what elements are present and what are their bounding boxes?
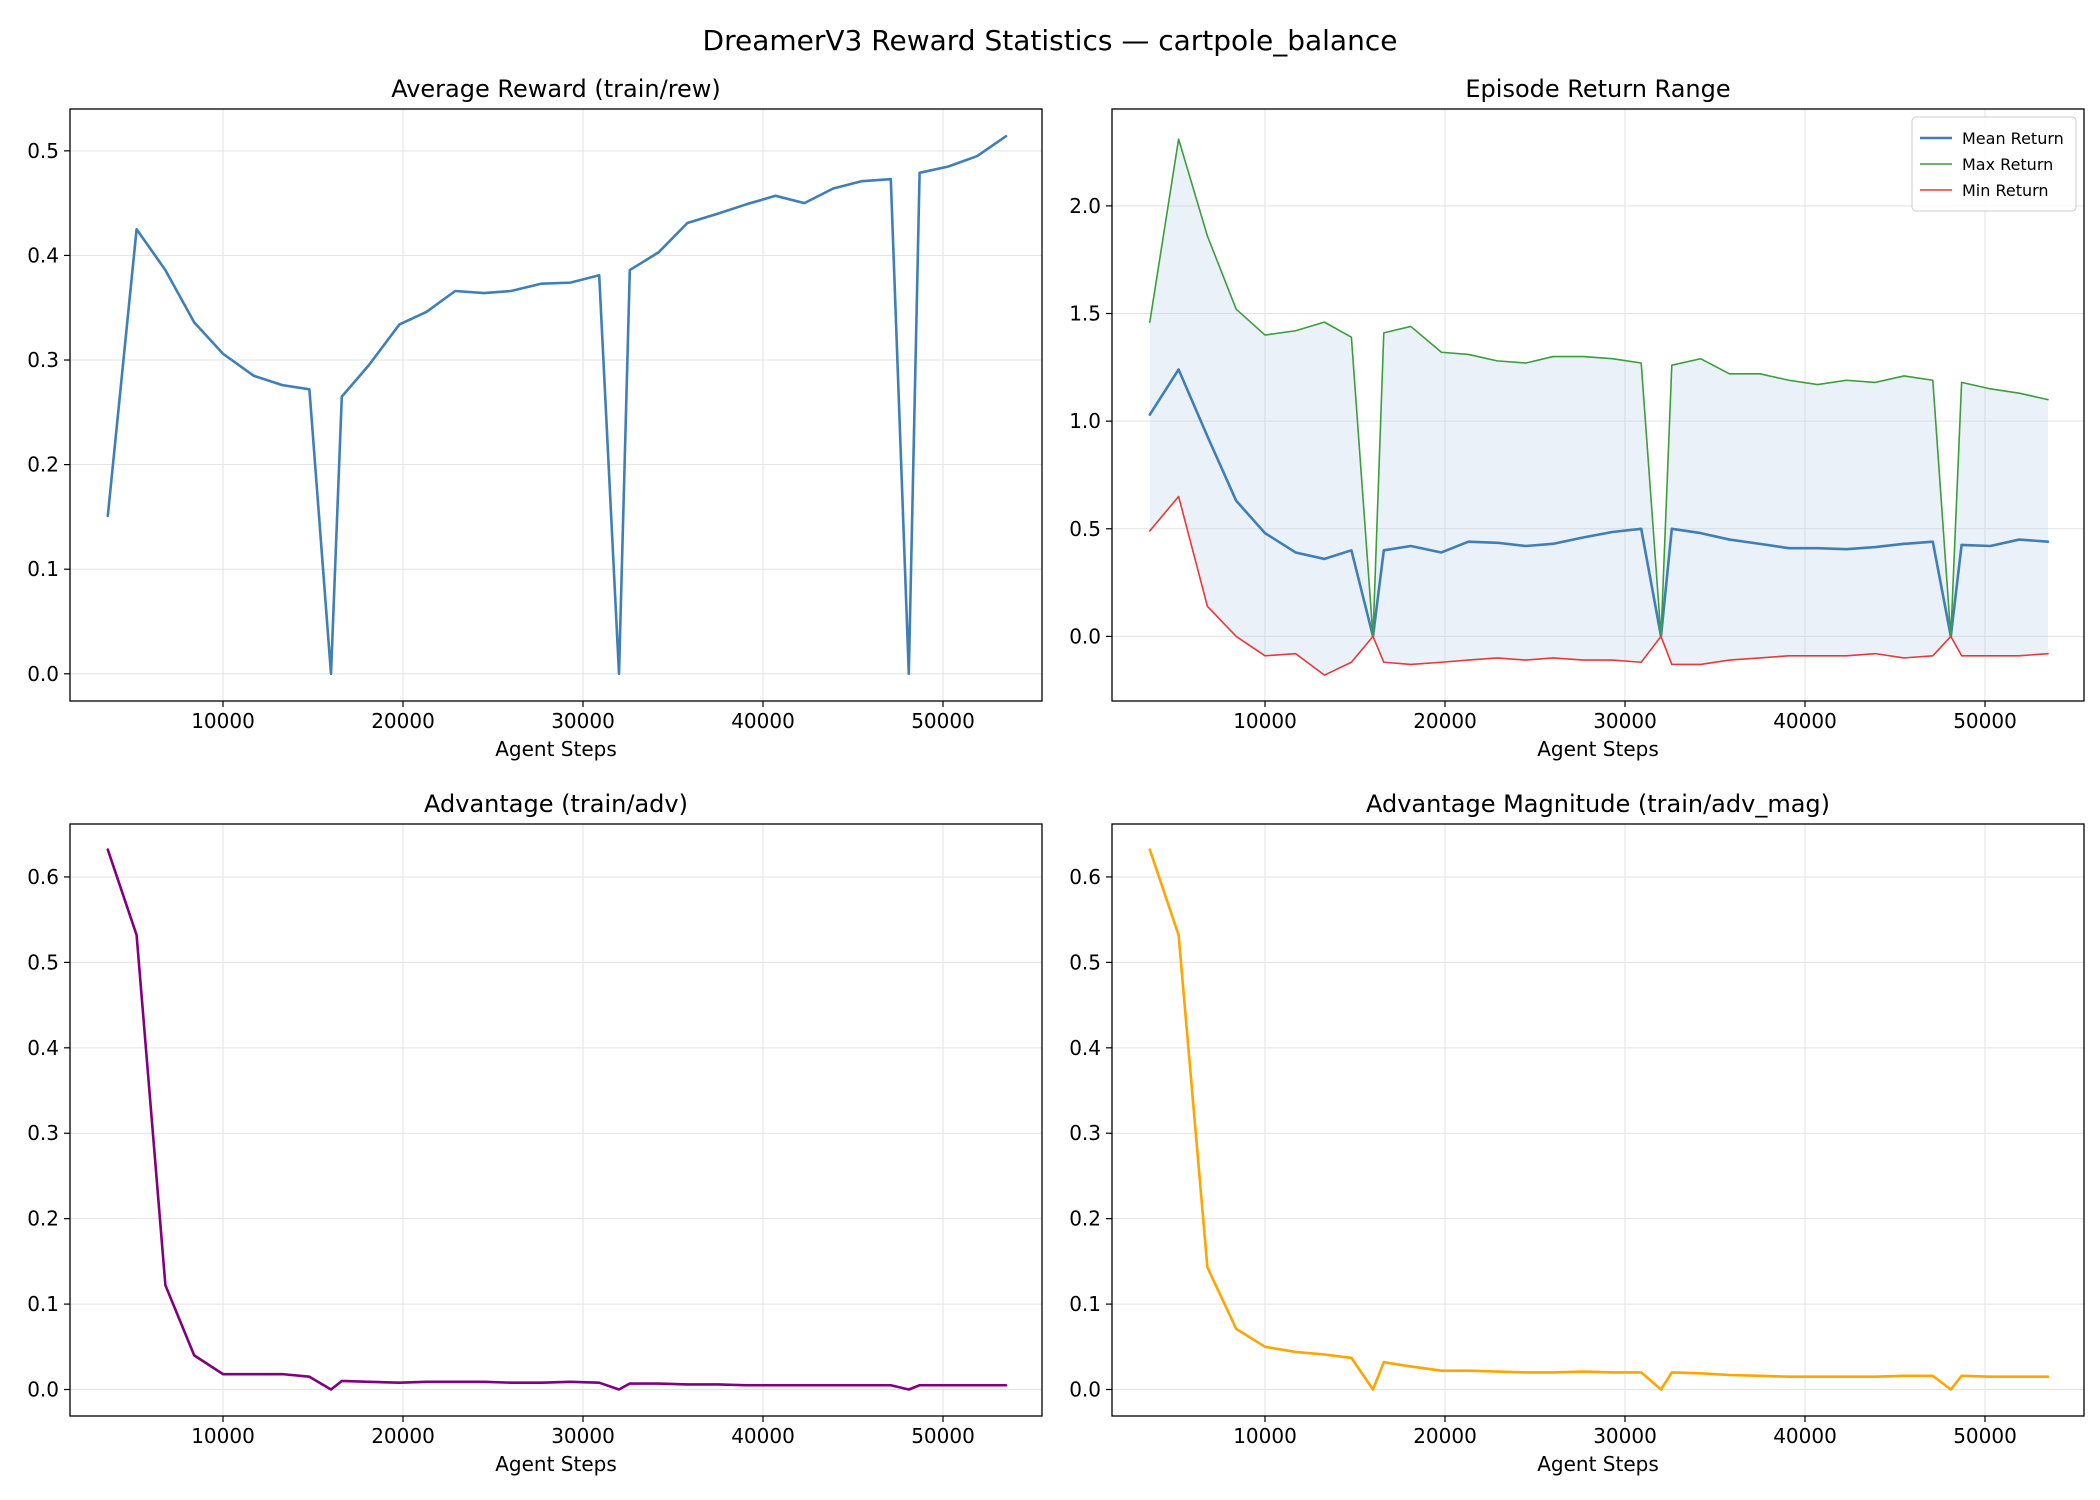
x-tick-label: 30000: [551, 1424, 615, 1448]
grid-lines: [70, 109, 1042, 701]
y-tick-label: 0.1: [1069, 1292, 1101, 1316]
y-tick-label: 0.3: [27, 348, 59, 372]
x-tick-label: 50000: [911, 1424, 975, 1448]
y-tick-label: 0.0: [1069, 624, 1101, 648]
y-tick-label: 0.0: [27, 662, 59, 686]
x-axis-label: Agent Steps: [1537, 737, 1659, 761]
series-line-series-1: [106, 848, 1008, 1391]
x-axis-label: Agent Steps: [1537, 1452, 1659, 1476]
legend: Mean Return Max Return Min Return: [1911, 116, 2077, 212]
y-tick-label: 0.2: [27, 1207, 59, 1231]
range-fill-band: [1149, 139, 2048, 676]
y-tick-label: 1.5: [1069, 302, 1101, 326]
chart-panel-4: 10000 20000 30000 40000 50000 0.0 0.1 0.2 0.3 0.4…: [1069, 790, 2085, 1476]
x-tick-label: 20000: [1413, 1424, 1477, 1448]
panels: 10000 20000 30000 40000 50000 0.0 0.1 0.2 0.3 0.4…: [27, 75, 2085, 1476]
axes-frame: [1111, 108, 2085, 702]
y-tick-label: 0.4: [27, 243, 59, 267]
chart-title: Advantage Magnitude (train/adv_mag): [1366, 790, 1830, 818]
series-line-max-return: [1149, 138, 2049, 638]
figure-suptitle: DreamerV3 Reward Statistics — cartpole_b…: [703, 24, 1398, 57]
x-tick-label: 10000: [191, 709, 255, 733]
plot-area: [106, 848, 1008, 1391]
x-tick-label: 30000: [1593, 709, 1657, 733]
y-tick-label: 0.2: [1069, 1207, 1101, 1231]
axis-ticks: 10000 20000 30000 40000 50000 0.0 0.1 0.2 0.3 0.4…: [1069, 865, 2017, 1448]
chart-panel-1: 10000 20000 30000 40000 50000 0.0 0.1 0.2 0.3 0.4…: [27, 75, 1043, 761]
x-tick-label: 40000: [731, 1424, 795, 1448]
x-tick-label: 40000: [1773, 709, 1837, 733]
x-tick-label: 50000: [1953, 1424, 2017, 1448]
axes-frame: [69, 108, 1043, 702]
x-tick-label: 10000: [1233, 709, 1297, 733]
y-tick-label: 0.4: [1069, 1036, 1101, 1060]
y-tick-label: 0.1: [27, 1292, 59, 1316]
y-tick-label: 0.5: [27, 139, 59, 163]
y-tick-label: 0.3: [27, 1121, 59, 1145]
legend-entry-label: Mean Return: [1962, 129, 2064, 148]
series-line-mean-return: [1148, 368, 2050, 638]
series-line-series-1: [1148, 848, 2050, 1391]
plot-area: [1148, 848, 2050, 1391]
axes-frame: [69, 823, 1043, 1417]
x-tick-label: 20000: [1413, 709, 1477, 733]
legend-box: [1911, 116, 2077, 212]
x-tick-label: 40000: [1773, 1424, 1837, 1448]
x-tick-label: 40000: [731, 709, 795, 733]
x-tick-label: 30000: [1593, 1424, 1657, 1448]
x-tick-label: 10000: [1233, 1424, 1297, 1448]
y-tick-label: 2.0: [1069, 194, 1101, 218]
y-tick-label: 1.0: [1069, 409, 1101, 433]
legend-entry-label: Min Return: [1962, 181, 2049, 200]
axis-ticks: 10000 20000 30000 40000 50000 0.0 0.1 0.2 0.3 0.4…: [27, 139, 975, 733]
axis-ticks: 10000 20000 30000 40000 50000 0.0 0.1 0.2 0.3 0.4…: [27, 865, 975, 1448]
grid-lines: [70, 824, 1042, 1416]
x-tick-label: 50000: [911, 709, 975, 733]
x-axis-label: Agent Steps: [495, 1452, 617, 1476]
axes-frame: [1111, 823, 2085, 1417]
x-axis-label: Agent Steps: [495, 737, 617, 761]
x-tick-label: 50000: [1953, 709, 2017, 733]
axis-ticks: 10000 20000 30000 40000 50000 0.0 0.5 1.0 1.5 2.0: [1069, 194, 2017, 733]
y-tick-label: 0.2: [27, 453, 59, 477]
plot-area: [106, 134, 1008, 676]
y-tick-label: 0.1: [27, 557, 59, 581]
y-tick-label: 0.0: [1069, 1378, 1101, 1402]
x-tick-label: 10000: [191, 1424, 255, 1448]
series-line-min-return: [1149, 495, 2049, 676]
chart-panel-2: 10000 20000 30000 40000 50000 0.0 0.5 1.0 1.5 2.0…: [1069, 75, 2085, 761]
grid-lines: [1112, 824, 2084, 1416]
chart-title: Advantage (train/adv): [424, 790, 688, 818]
y-tick-label: 0.6: [1069, 865, 1101, 889]
series-line-series-1: [106, 134, 1008, 676]
chart-title: Episode Return Range: [1465, 75, 1730, 103]
x-tick-label: 30000: [551, 709, 615, 733]
y-tick-label: 0.3: [1069, 1121, 1101, 1145]
x-tick-label: 20000: [371, 709, 435, 733]
y-tick-label: 0.5: [27, 950, 59, 974]
plot-area: [1148, 138, 2050, 676]
x-tick-label: 20000: [371, 1424, 435, 1448]
y-tick-label: 0.5: [1069, 517, 1101, 541]
legend-entry-label: Max Return: [1962, 155, 2053, 174]
y-tick-label: 0.4: [27, 1036, 59, 1060]
chart-panel-3: 10000 20000 30000 40000 50000 0.0 0.1 0.2 0.3 0.4…: [27, 790, 1043, 1476]
y-tick-label: 0.6: [27, 865, 59, 889]
y-tick-label: 0.0: [27, 1378, 59, 1402]
y-tick-label: 0.5: [1069, 950, 1101, 974]
chart-title: Average Reward (train/rew): [391, 75, 721, 103]
